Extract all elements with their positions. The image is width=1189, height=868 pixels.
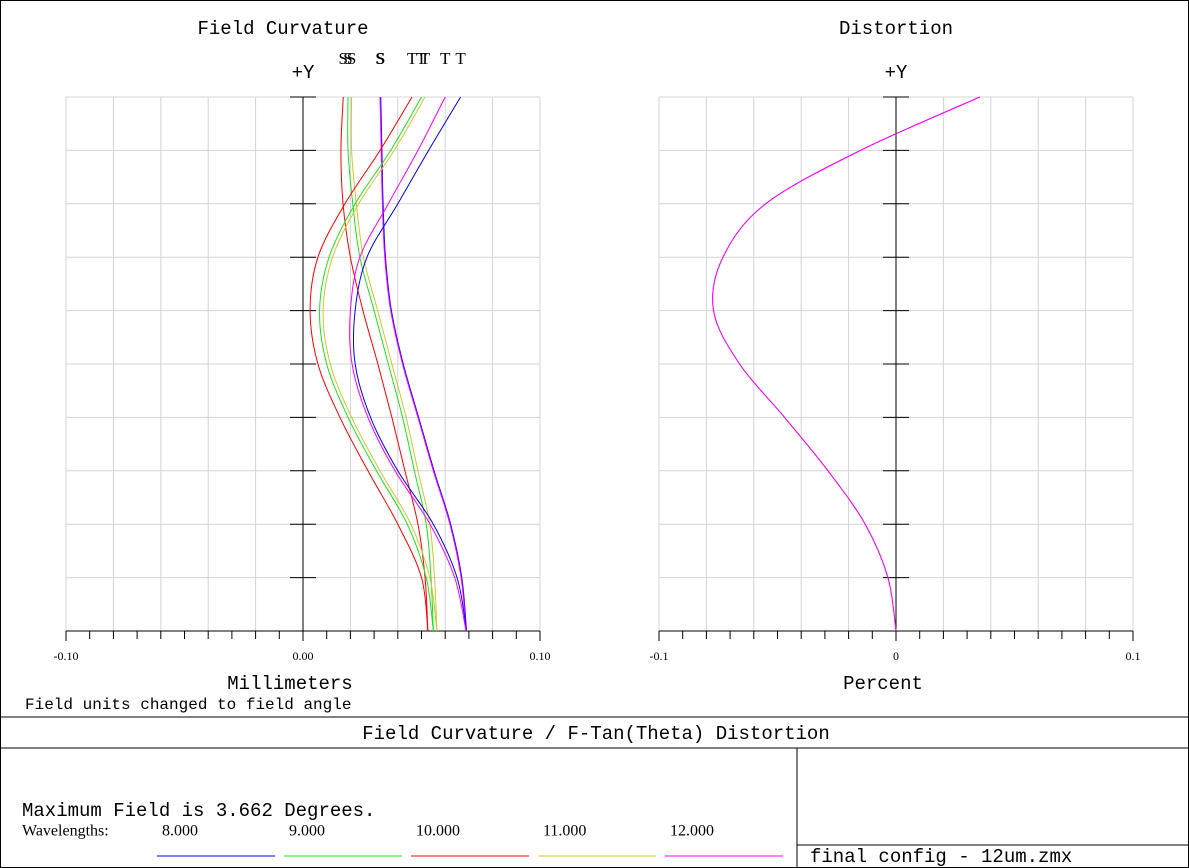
y-axis-label: +Y bbox=[885, 62, 908, 84]
x-axis-label: Millimeters bbox=[227, 673, 352, 695]
legend-letter: T bbox=[420, 49, 431, 68]
x-tick-label: 0.1 bbox=[1126, 649, 1141, 663]
curve bbox=[340, 96, 429, 632]
legend-letter: S bbox=[376, 49, 385, 68]
legend-letter: S bbox=[343, 49, 352, 68]
wavelength-label: 12.000 bbox=[670, 823, 714, 840]
wavelength-label: 10.000 bbox=[416, 823, 460, 840]
chart-title: Field Curvature bbox=[197, 18, 368, 40]
curve bbox=[352, 96, 468, 632]
note: Field units changed to field angle bbox=[25, 696, 351, 714]
max-field: Maximum Field is 3.662 Degrees. bbox=[22, 800, 375, 822]
legend-letter: S bbox=[375, 49, 384, 68]
x-tick-label: 0 bbox=[893, 649, 899, 663]
x-axis-label: Percent bbox=[843, 673, 923, 695]
wavelength-label: 11.000 bbox=[543, 823, 586, 840]
legend-letter: T bbox=[416, 49, 427, 68]
x-tick-label: 0.00 bbox=[293, 649, 314, 663]
x-tick-label: -0.1 bbox=[650, 649, 669, 663]
chart-title: Distortion bbox=[839, 18, 953, 40]
curve bbox=[349, 96, 467, 632]
curve bbox=[319, 96, 434, 632]
curve bbox=[379, 96, 467, 632]
legend-letter: S bbox=[347, 49, 356, 68]
legend-letter: T bbox=[440, 49, 451, 68]
curve bbox=[380, 96, 468, 632]
x-tick-label: 0.10 bbox=[530, 649, 551, 663]
curve bbox=[309, 96, 429, 632]
y-axis-label: +Y bbox=[292, 62, 315, 84]
wavelength-label: 9.000 bbox=[289, 823, 325, 840]
file-name: final config - 12um.zmx bbox=[810, 846, 1072, 868]
legend-letter: S bbox=[339, 49, 348, 68]
x-tick-label: -0.10 bbox=[54, 649, 79, 663]
legend-letter: T bbox=[407, 49, 418, 68]
legend-letter: T bbox=[455, 49, 466, 68]
curve bbox=[712, 96, 981, 632]
curve bbox=[322, 96, 438, 632]
wavelength-label: 8.000 bbox=[162, 823, 198, 840]
footer-title: Field Curvature / F-Tan(Theta) Distortio… bbox=[362, 723, 829, 745]
curve bbox=[347, 96, 434, 632]
wavelengths-label: Wavelengths: bbox=[22, 823, 109, 840]
